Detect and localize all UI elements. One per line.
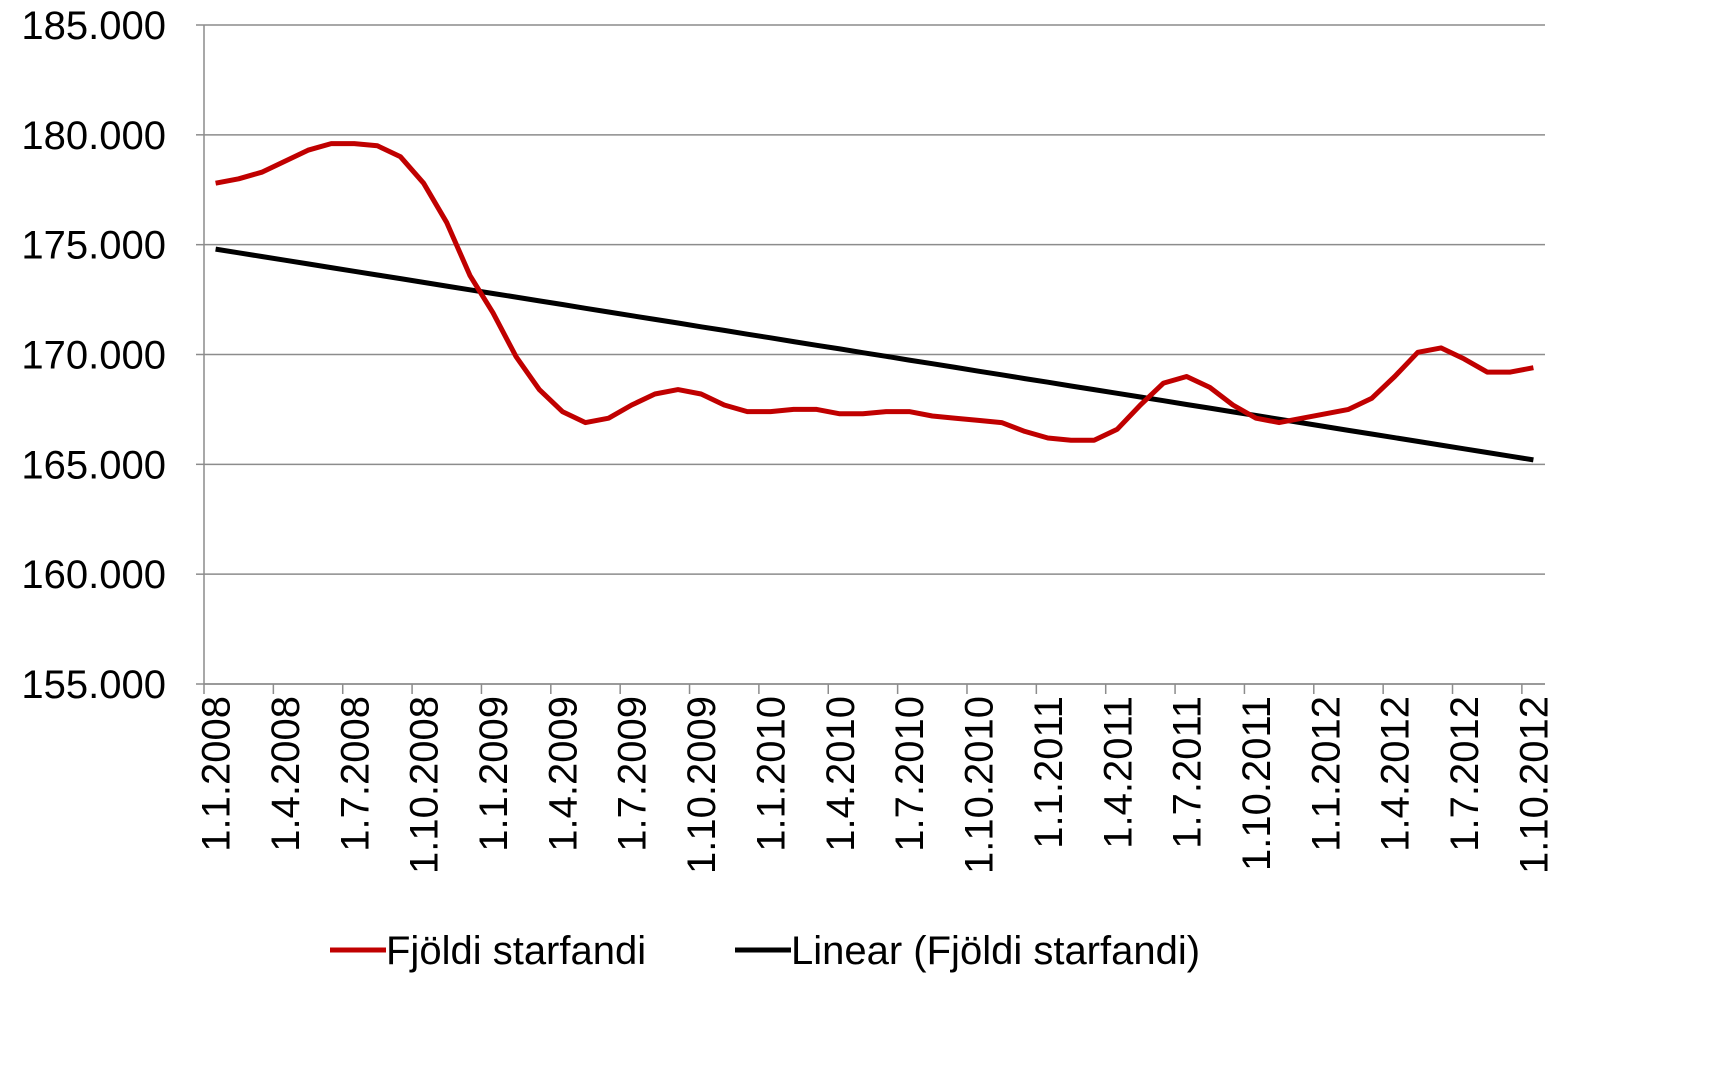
x-tick-label: 1.4.2011	[1096, 696, 1140, 849]
x-tick-label: 1.7.2010	[888, 696, 932, 852]
y-tick-label: 155.000	[21, 663, 166, 707]
x-tick-label: 1.4.2010	[819, 696, 863, 852]
x-tick-label: 1.7.2011	[1166, 696, 1210, 849]
x-tick-label: 1.1.2010	[749, 696, 793, 852]
y-tick-label: 185.000	[21, 4, 166, 48]
x-tick-label: 1.4.2008	[264, 696, 308, 852]
x-tick-label: 1.4.2012	[1374, 696, 1418, 852]
legend-label: Linear (Fjöldi starfandi)	[791, 929, 1200, 973]
x-tick-label: 1.10.2012	[1512, 696, 1556, 874]
x-tick-label: 1.10.2009	[680, 696, 724, 874]
legend-label: Fjöldi starfandi	[386, 929, 646, 973]
x-tick-label: 1.1.2012	[1304, 696, 1348, 852]
y-tick-label: 175.000	[21, 224, 166, 268]
x-tick-label: 1.10.2011	[1235, 696, 1279, 871]
x-tick-label: 1.1.2011	[1027, 696, 1071, 849]
series-line	[215, 246, 1534, 463]
y-tick-label: 160.000	[21, 553, 166, 597]
x-tick-label: 1.7.2009	[611, 696, 655, 852]
x-tick-label: 1.7.2012	[1443, 696, 1487, 852]
x-tick-label: 1.1.2009	[472, 696, 516, 852]
x-tick-label: 1.10.2010	[958, 696, 1002, 874]
x-tick-label: 1.1.2008	[195, 696, 239, 852]
y-tick-label: 180.000	[21, 114, 166, 158]
x-tick-label: 1.4.2009	[541, 696, 585, 852]
x-tick-label: 1.10.2008	[403, 696, 447, 874]
y-tick-label: 165.000	[21, 443, 166, 487]
x-tick-label: 1.7.2008	[333, 696, 377, 852]
series-line	[215, 141, 1534, 443]
y-tick-label: 170.000	[21, 334, 166, 378]
